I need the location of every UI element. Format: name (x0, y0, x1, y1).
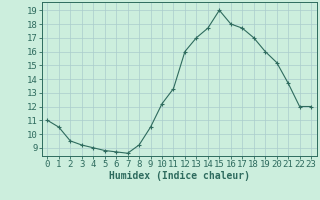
X-axis label: Humidex (Indice chaleur): Humidex (Indice chaleur) (109, 171, 250, 181)
